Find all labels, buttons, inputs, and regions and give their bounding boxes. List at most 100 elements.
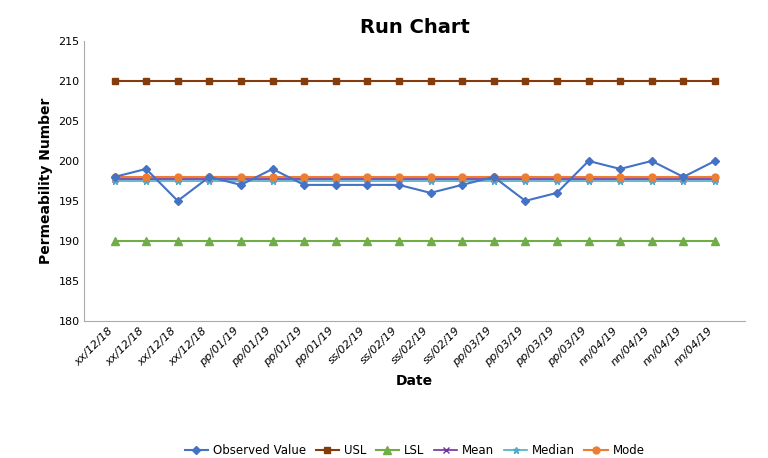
Mode: [647, 174, 657, 180]
Observed Value: [141, 166, 151, 172]
Mean: [268, 176, 277, 181]
Mode: [679, 174, 688, 180]
LSL: [268, 238, 277, 244]
Mode: [710, 174, 720, 180]
Mode: [584, 174, 593, 180]
Median: [426, 178, 435, 184]
Mode: [552, 174, 561, 180]
LSL: [458, 238, 467, 244]
Observed Value: [679, 174, 688, 180]
LSL: [521, 238, 530, 244]
Observed Value: [300, 182, 309, 188]
Median: [679, 178, 688, 184]
Observed Value: [268, 166, 277, 172]
Median: [489, 178, 498, 184]
Median: [237, 178, 246, 184]
Observed Value: [237, 182, 246, 188]
LSL: [394, 238, 403, 244]
Observed Value: [331, 182, 340, 188]
Mean: [141, 176, 151, 181]
Mode: [331, 174, 340, 180]
Mode: [394, 174, 403, 180]
LSL: [679, 238, 688, 244]
Mode: [458, 174, 467, 180]
Mean: [362, 176, 372, 181]
Mean: [647, 176, 657, 181]
Mean: [205, 176, 214, 181]
Mean: [521, 176, 530, 181]
Mode: [173, 174, 182, 180]
Mode: [362, 174, 372, 180]
LSL: [300, 238, 309, 244]
Mean: [552, 176, 561, 181]
LSL: [615, 238, 624, 244]
USL: [426, 78, 435, 84]
Observed Value: [552, 190, 561, 196]
Observed Value: [394, 182, 403, 188]
LSL: [710, 238, 720, 244]
Median: [300, 178, 309, 184]
Median: [521, 178, 530, 184]
Line: LSL: LSL: [111, 237, 719, 245]
USL: [489, 78, 498, 84]
USL: [521, 78, 530, 84]
Median: [173, 178, 182, 184]
Mean: [394, 176, 403, 181]
USL: [679, 78, 688, 84]
Mode: [300, 174, 309, 180]
Line: Median: Median: [111, 177, 718, 185]
Observed Value: [362, 182, 372, 188]
LSL: [237, 238, 246, 244]
Observed Value: [173, 198, 182, 204]
USL: [710, 78, 720, 84]
LSL: [647, 238, 657, 244]
LSL: [489, 238, 498, 244]
USL: [141, 78, 151, 84]
LSL: [552, 238, 561, 244]
Mode: [141, 174, 151, 180]
Line: USL: USL: [111, 78, 718, 84]
USL: [647, 78, 657, 84]
USL: [205, 78, 214, 84]
USL: [300, 78, 309, 84]
USL: [458, 78, 467, 84]
USL: [173, 78, 182, 84]
Mode: [205, 174, 214, 180]
USL: [268, 78, 277, 84]
Line: Observed Value: Observed Value: [111, 158, 718, 204]
Median: [268, 178, 277, 184]
Median: [362, 178, 372, 184]
Mean: [458, 176, 467, 181]
LSL: [110, 238, 119, 244]
USL: [584, 78, 593, 84]
Mean: [237, 176, 246, 181]
USL: [362, 78, 372, 84]
LSL: [331, 238, 340, 244]
Mean: [426, 176, 435, 181]
Observed Value: [458, 182, 467, 188]
LSL: [205, 238, 214, 244]
Mean: [710, 176, 720, 181]
Mode: [489, 174, 498, 180]
LSL: [362, 238, 372, 244]
Median: [710, 178, 720, 184]
Title: Run Chart: Run Chart: [359, 18, 470, 37]
Observed Value: [710, 158, 720, 164]
Median: [205, 178, 214, 184]
Median: [552, 178, 561, 184]
Mean: [679, 176, 688, 181]
Mean: [173, 176, 182, 181]
Median: [141, 178, 151, 184]
USL: [615, 78, 624, 84]
LSL: [141, 238, 151, 244]
Observed Value: [110, 174, 119, 180]
Observed Value: [521, 198, 530, 204]
Median: [584, 178, 593, 184]
Mode: [426, 174, 435, 180]
Mean: [331, 176, 340, 181]
Mean: [489, 176, 498, 181]
Mode: [615, 174, 624, 180]
Median: [331, 178, 340, 184]
Observed Value: [584, 158, 593, 164]
X-axis label: Date: Date: [396, 374, 433, 387]
